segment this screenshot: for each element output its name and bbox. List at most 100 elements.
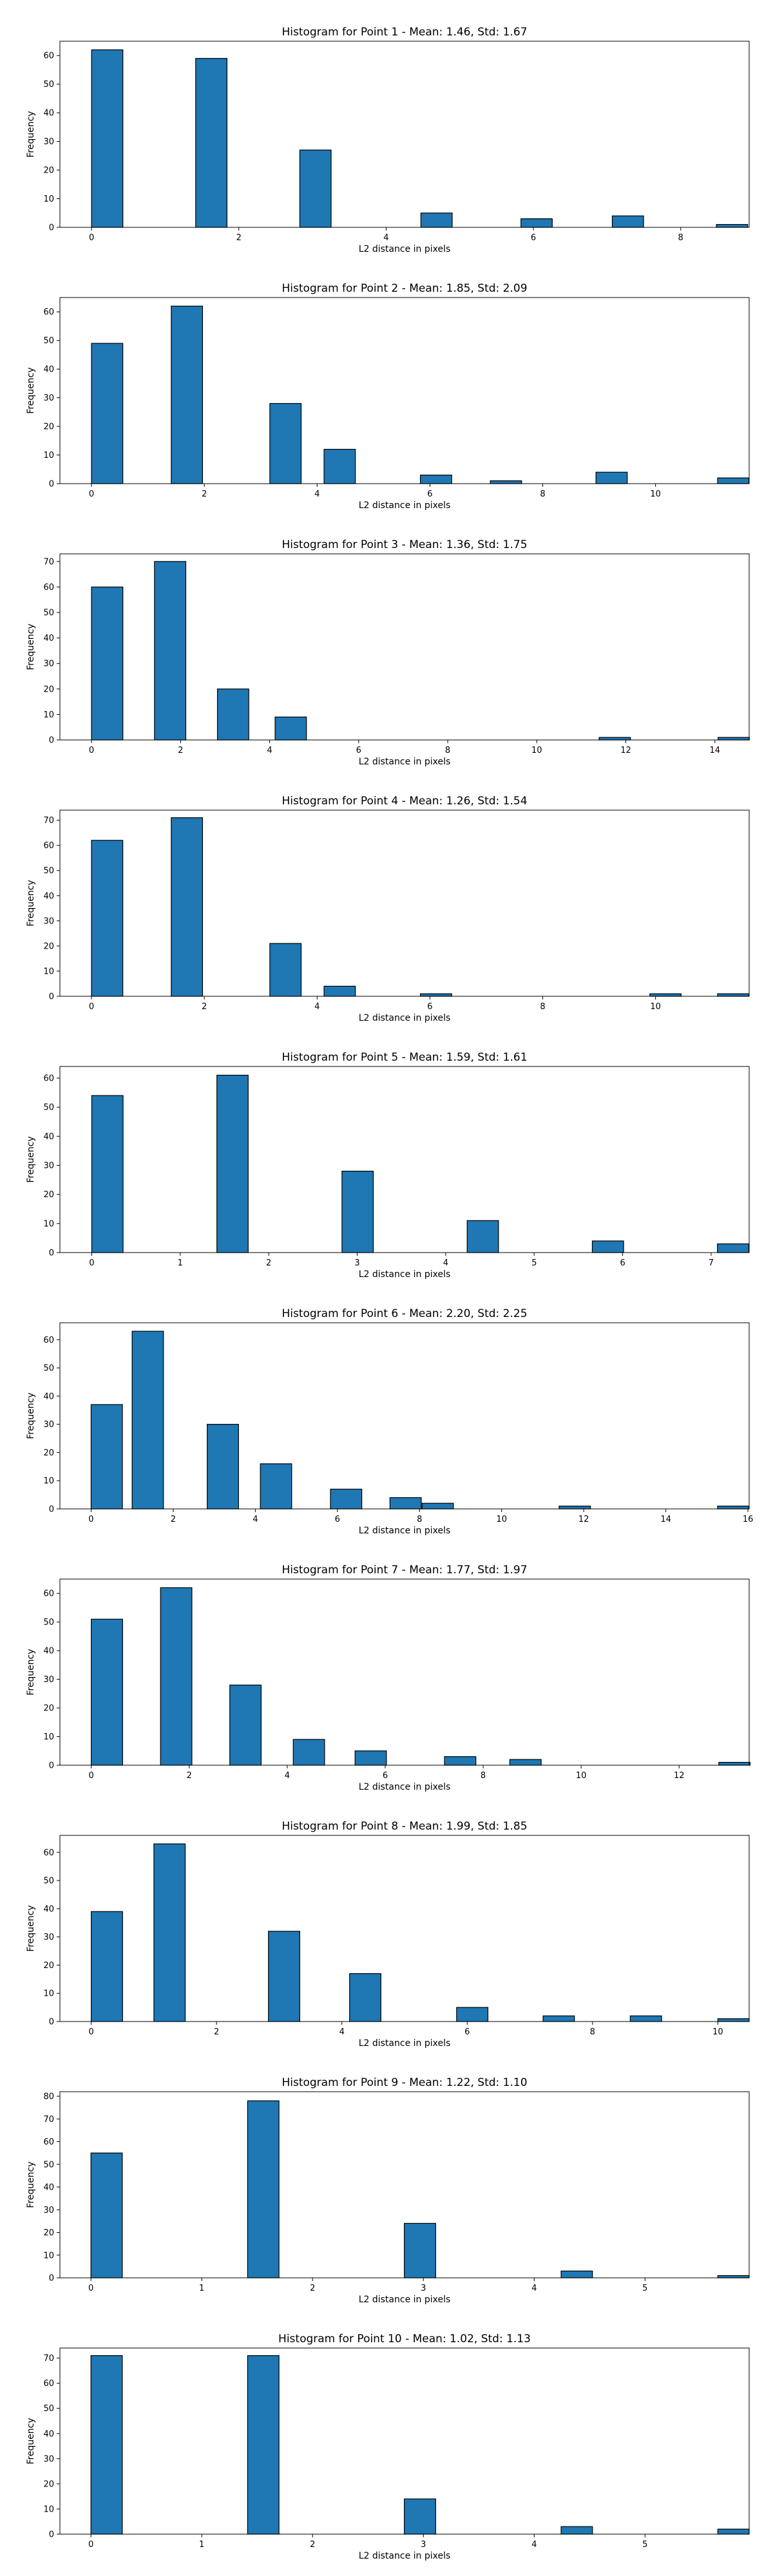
histogram-bar — [91, 343, 124, 484]
x-tick-label: 16 — [743, 1515, 754, 1524]
x-tick-label: 4 — [314, 489, 320, 499]
x-tick-label: 2 — [214, 2027, 219, 2037]
plot-frame — [59, 1322, 750, 1510]
y-axis-label: Frequency — [26, 623, 36, 670]
y-tick-label: 20 — [43, 2479, 54, 2489]
y-tick-label: 60 — [43, 1074, 54, 1084]
y-tick-label: 0 — [49, 1505, 54, 1515]
x-tick-label: 4 — [285, 1771, 290, 1781]
x-tick-label: 4 — [383, 233, 388, 243]
histogram-bar — [91, 49, 124, 228]
y-tick-label: 60 — [43, 583, 54, 592]
y-tick-label: 10 — [43, 2505, 54, 2514]
histogram-bar — [717, 1243, 749, 1253]
x-tick-label: 0 — [88, 1515, 93, 1524]
y-tick-label: 0 — [49, 480, 54, 489]
chart-title: Histogram for Point 5 - Mean: 1.59, Std:… — [282, 1051, 527, 1064]
plot-frame — [59, 810, 750, 997]
histogram-panel: Histogram for Point 4 - Mean: 1.26, Std:… — [26, 795, 750, 1023]
x-tick-label: 0 — [89, 1258, 94, 1268]
y-axis-label: Frequency — [26, 367, 36, 413]
x-tick-label: 8 — [417, 1515, 422, 1524]
x-tick-label: 4 — [253, 1515, 258, 1524]
histogram-bar — [260, 1463, 292, 1510]
histogram-panel: Histogram for Point 7 - Mean: 1.77, Std:… — [26, 1564, 751, 1792]
chart-title: Histogram for Point 8 - Mean: 1.99, Std:… — [282, 1820, 527, 1833]
y-tick-label: 10 — [43, 967, 54, 976]
x-tick-label: 1 — [178, 1258, 183, 1268]
y-tick-label: 60 — [43, 841, 54, 851]
histogram-bar — [629, 2015, 662, 2022]
histogram-bar — [207, 1424, 239, 1510]
plot-frame — [59, 553, 750, 741]
y-tick-label: 70 — [43, 2115, 54, 2125]
x-tick-label: 5 — [642, 2284, 647, 2293]
y-tick-label: 10 — [43, 194, 54, 204]
y-tick-label: 60 — [43, 52, 54, 61]
x-axis-label: L2 distance in pixels — [359, 2551, 451, 2561]
x-axis-label: L2 distance in pixels — [359, 500, 451, 511]
x-tick-label: 0 — [88, 2284, 93, 2293]
x-tick-label: 10 — [576, 1771, 587, 1781]
x-tick-label: 2 — [202, 489, 207, 499]
histogram-bar — [717, 477, 750, 484]
y-tick-label: 70 — [43, 816, 54, 826]
x-tick-label: 6 — [427, 1002, 432, 1012]
x-tick-label: 6 — [531, 233, 536, 243]
x-tick-label: 12 — [620, 746, 631, 755]
x-axis-label: L2 distance in pixels — [359, 757, 451, 767]
plot-frame — [59, 1066, 750, 1253]
histogram-bar — [716, 223, 749, 228]
histogram-bar — [717, 2018, 750, 2022]
y-tick-label: 40 — [43, 891, 54, 901]
histogram-panel: Histogram for Point 8 - Mean: 1.99, Std:… — [26, 1820, 750, 2049]
histogram-bar — [420, 213, 453, 228]
histogram-bar — [216, 1074, 249, 1253]
histogram-bar — [444, 1756, 477, 1766]
y-tick-label: 0 — [49, 992, 54, 1002]
y-tick-label: 10 — [43, 1219, 54, 1229]
plot-frame — [59, 1835, 750, 2022]
y-tick-label: 30 — [43, 659, 54, 669]
y-tick-label: 0 — [49, 1249, 54, 1258]
x-tick-label: 0 — [89, 1002, 94, 1012]
y-tick-label: 20 — [43, 2228, 54, 2238]
histogram-bar — [558, 1506, 591, 1510]
y-tick-label: 70 — [43, 557, 54, 567]
histogram-bar — [216, 688, 249, 741]
histogram-bar — [160, 1587, 193, 1766]
histogram-panel: Histogram for Point 3 - Mean: 1.36, Std:… — [26, 538, 750, 767]
y-tick-label: 30 — [43, 137, 54, 147]
y-tick-label: 30 — [43, 1933, 54, 1942]
y-tick-label: 60 — [43, 1589, 54, 1599]
y-tick-label: 40 — [43, 2429, 54, 2439]
histogram-bar — [456, 2007, 489, 2022]
x-axis-label: L2 distance in pixels — [359, 1526, 451, 1536]
histogram-bar — [354, 1750, 387, 1766]
histogram-bar — [90, 2355, 123, 2535]
y-axis-label: Frequency — [26, 880, 36, 926]
y-axis-label: Frequency — [26, 111, 36, 157]
y-tick-label: 30 — [43, 2454, 54, 2464]
y-axis-label: Frequency — [26, 1649, 36, 1695]
x-tick-label: 6 — [383, 1771, 388, 1781]
x-tick-label: 3 — [421, 2540, 426, 2550]
y-tick-label: 20 — [43, 942, 54, 951]
x-axis-label: L2 distance in pixels — [359, 1013, 451, 1023]
histogram-bar — [718, 737, 750, 741]
x-axis-label: L2 distance in pixels — [359, 1782, 451, 1792]
y-tick-label: 0 — [49, 2018, 54, 2027]
x-tick-label: 4 — [443, 1258, 448, 1268]
y-tick-label: 30 — [43, 393, 54, 403]
y-tick-label: 40 — [43, 1904, 54, 1914]
y-tick-label: 20 — [43, 1961, 54, 1971]
histogram-bar — [560, 2270, 593, 2278]
x-tick-label: 10 — [712, 2027, 723, 2037]
histogram-bar — [349, 1973, 381, 2022]
histogram-bar — [591, 1240, 624, 1253]
histogram-bar — [274, 716, 307, 741]
y-tick-label: 30 — [43, 1675, 54, 1685]
histogram-bar — [389, 1497, 422, 1510]
histogram-bar — [595, 471, 628, 484]
